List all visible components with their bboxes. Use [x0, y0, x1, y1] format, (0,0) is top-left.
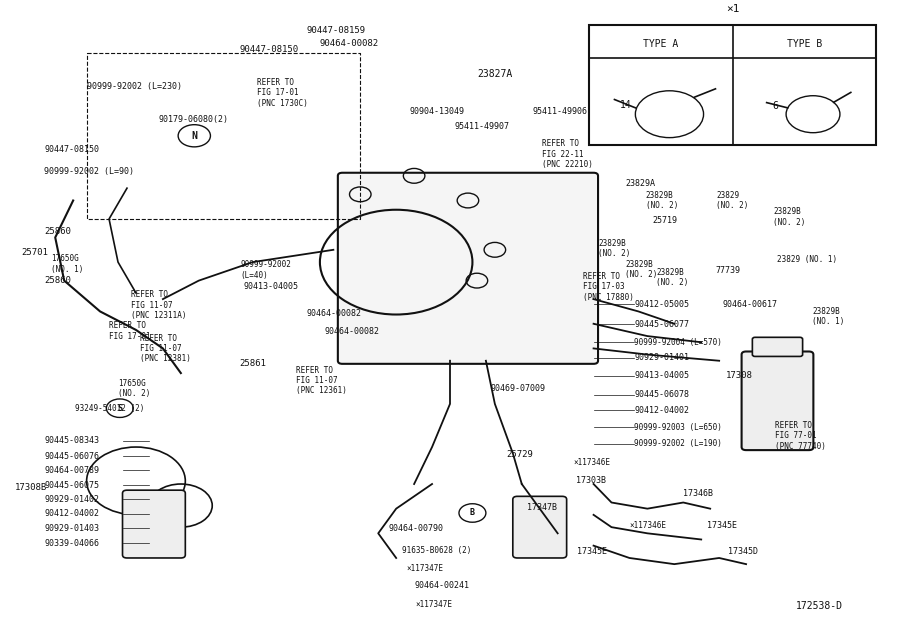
Text: 95411-49906: 95411-49906 — [533, 107, 588, 116]
Text: 90464-00790: 90464-00790 — [389, 524, 444, 533]
Text: REFER TO
FIG 17-01: REFER TO FIG 17-01 — [109, 322, 150, 341]
Text: 90445-06076: 90445-06076 — [44, 452, 100, 461]
Text: 90464-00082: 90464-00082 — [320, 39, 379, 48]
Text: 17650G
(NO. 1): 17650G (NO. 1) — [50, 254, 83, 274]
Text: 90447-08159: 90447-08159 — [306, 27, 365, 35]
Text: 90445-08343: 90445-08343 — [44, 437, 100, 445]
Text: 23829B
(NO. 2): 23829B (NO. 2) — [625, 260, 657, 279]
Text: 23827A: 23827A — [477, 69, 512, 79]
Text: ×117346E: ×117346E — [629, 522, 666, 530]
Text: 17345E: 17345E — [706, 522, 736, 530]
Text: REFER TO
FIG 22-11
(PNC 22210): REFER TO FIG 22-11 (PNC 22210) — [542, 139, 592, 169]
Text: 17308B: 17308B — [14, 483, 47, 492]
Text: 90464-00617: 90464-00617 — [723, 299, 778, 309]
Text: 17346B: 17346B — [683, 489, 714, 498]
Text: 90412-04002: 90412-04002 — [44, 509, 100, 518]
Text: 90339-04066: 90339-04066 — [44, 538, 100, 548]
Text: 25719: 25719 — [652, 216, 678, 225]
Text: ×1: ×1 — [726, 4, 740, 14]
Text: REFER TO
FIG 77-01
(PNC 77740): REFER TO FIG 77-01 (PNC 77740) — [775, 421, 825, 451]
FancyBboxPatch shape — [122, 490, 185, 558]
Text: 77739: 77739 — [716, 266, 741, 274]
Text: 90999-92002
(L=40): 90999-92002 (L=40) — [240, 260, 291, 280]
Text: 23829B
(NO. 2): 23829B (NO. 2) — [773, 207, 806, 227]
Text: 90929-01403: 90929-01403 — [44, 524, 100, 533]
Text: 90999-92002 (L=230): 90999-92002 (L=230) — [86, 82, 182, 91]
Text: 90445-06078: 90445-06078 — [634, 390, 689, 399]
Text: 90464-00082: 90464-00082 — [324, 327, 380, 336]
Text: 90445-06077: 90445-06077 — [634, 320, 689, 329]
Text: ×117347E: ×117347E — [407, 564, 444, 573]
Text: TYPE A: TYPE A — [644, 39, 679, 49]
Text: 23829B
(NO. 2): 23829B (NO. 2) — [598, 239, 630, 258]
Text: 25860: 25860 — [44, 276, 71, 285]
Text: 23829B
(NO. 2): 23829B (NO. 2) — [645, 191, 678, 210]
Text: 90999-92003 (L=650): 90999-92003 (L=650) — [634, 423, 722, 432]
Text: 17345E: 17345E — [578, 547, 608, 556]
Text: 90447-08150: 90447-08150 — [239, 45, 298, 54]
Text: 90412-05005: 90412-05005 — [634, 299, 689, 309]
Text: 17308: 17308 — [726, 371, 753, 380]
FancyBboxPatch shape — [752, 337, 803, 356]
Text: 25861: 25861 — [239, 360, 266, 368]
Text: S: S — [117, 404, 122, 413]
Text: 23829B
(NO. 2): 23829B (NO. 2) — [656, 268, 688, 288]
Text: 14: 14 — [620, 100, 632, 110]
Text: B: B — [470, 509, 475, 517]
Text: 90464-00241: 90464-00241 — [414, 581, 469, 590]
Text: 90413-04005: 90413-04005 — [244, 283, 299, 291]
Text: 23829A: 23829A — [625, 179, 655, 188]
Text: 25729: 25729 — [507, 450, 534, 459]
Text: 90999-92004 (L=570): 90999-92004 (L=570) — [634, 338, 722, 347]
Text: 90469-07009: 90469-07009 — [491, 384, 545, 393]
Text: REFER TO
FIG 17-03
(PNC 17880): REFER TO FIG 17-03 (PNC 17880) — [583, 272, 634, 302]
Text: 25701: 25701 — [21, 248, 48, 257]
Text: 90904-13049: 90904-13049 — [410, 107, 464, 116]
Text: 90412-04002: 90412-04002 — [634, 406, 689, 415]
Text: ×117346E: ×117346E — [574, 458, 611, 467]
Text: 90179-06080(2): 90179-06080(2) — [158, 115, 229, 124]
Text: 17650G
(NO. 2): 17650G (NO. 2) — [118, 379, 150, 398]
Text: 17303B: 17303B — [576, 476, 606, 486]
Text: 90999-92002 (L=90): 90999-92002 (L=90) — [44, 167, 134, 176]
Text: REFER TO
FIG 11-07
(PNC 12311A): REFER TO FIG 11-07 (PNC 12311A) — [131, 291, 187, 320]
Text: REFER TO
FIG 17-01
(PNC 1730C): REFER TO FIG 17-01 (PNC 1730C) — [257, 78, 308, 107]
FancyBboxPatch shape — [742, 351, 814, 450]
Text: TYPE B: TYPE B — [787, 39, 822, 49]
Text: REFER TO
FIG 11-07
(PNC 12361): REFER TO FIG 11-07 (PNC 12361) — [296, 366, 346, 396]
Text: 90447-08150: 90447-08150 — [44, 145, 100, 155]
Text: 90464-00082: 90464-00082 — [306, 309, 362, 318]
Text: N: N — [192, 131, 197, 141]
Text: 25860: 25860 — [44, 227, 71, 236]
Text: 93249-54012 (2): 93249-54012 (2) — [75, 404, 144, 413]
Text: ×117347E: ×117347E — [416, 600, 453, 609]
Text: REFER TO
FIG 11-07
(PNC 12381): REFER TO FIG 11-07 (PNC 12381) — [140, 333, 192, 363]
Text: 23829B
(NO. 1): 23829B (NO. 1) — [813, 307, 845, 326]
Text: 17345D: 17345D — [728, 547, 758, 556]
Text: 90413-04005: 90413-04005 — [634, 371, 689, 380]
Text: 91635-B0628 (2): 91635-B0628 (2) — [401, 546, 471, 555]
Text: 95411-49907: 95411-49907 — [454, 122, 509, 131]
Text: 172538-D: 172538-D — [796, 601, 842, 611]
Text: 90464-00789: 90464-00789 — [44, 466, 100, 475]
Text: 17347B: 17347B — [527, 503, 557, 512]
FancyBboxPatch shape — [513, 496, 567, 558]
Text: 23829
(NO. 2): 23829 (NO. 2) — [716, 191, 749, 210]
Text: 6: 6 — [772, 101, 778, 111]
Text: 90999-92002 (L=190): 90999-92002 (L=190) — [634, 440, 722, 448]
Text: 90929-01401: 90929-01401 — [634, 353, 689, 362]
Text: 90929-01402: 90929-01402 — [44, 495, 100, 504]
Bar — [590, 25, 877, 145]
Text: 23829 (NO. 1): 23829 (NO. 1) — [778, 255, 838, 264]
Text: 90445-06075: 90445-06075 — [44, 481, 100, 490]
FancyBboxPatch shape — [338, 173, 598, 364]
